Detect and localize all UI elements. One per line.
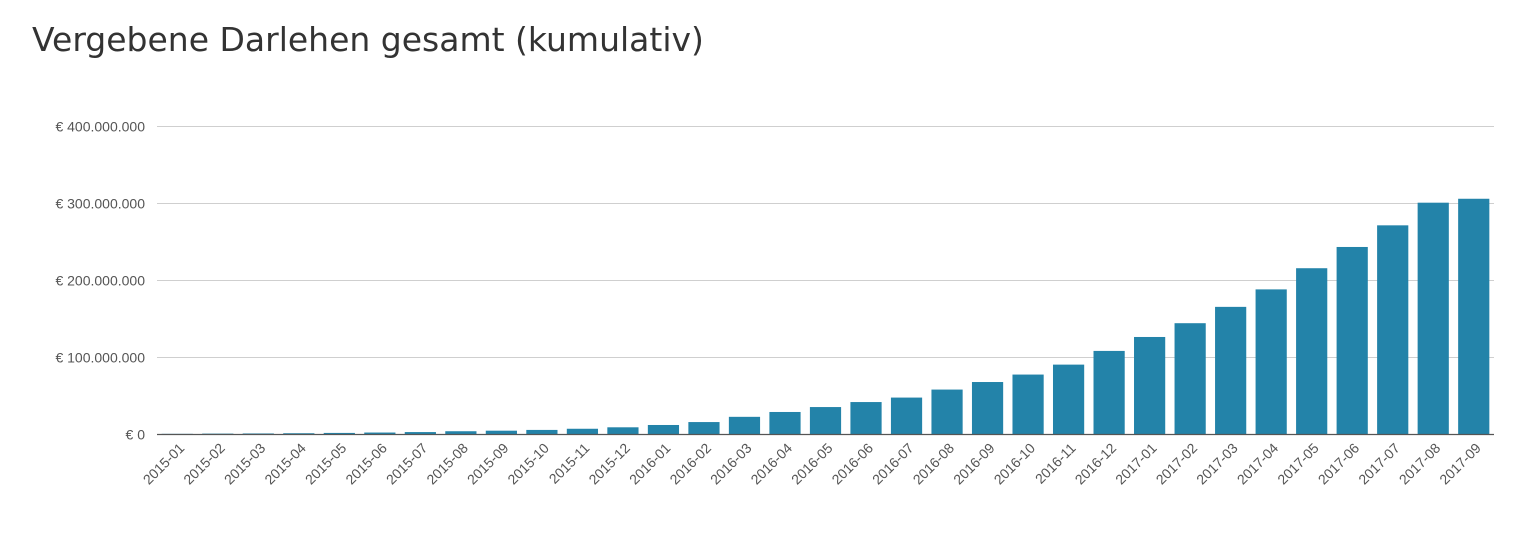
x-tick-label: 2017-03 <box>1193 440 1241 488</box>
x-tick-label: 2015-10 <box>504 440 552 488</box>
bar-2016-03[interactable] <box>728 416 761 434</box>
x-tick-label: 2015-04 <box>261 440 309 488</box>
bar-2017-08[interactable] <box>1417 202 1449 434</box>
x-tick-label: 2016-08 <box>910 440 958 488</box>
x-tick-label: 2016-01 <box>626 440 674 488</box>
x-tick-label: 2015-07 <box>383 440 431 488</box>
x-tick-label: 2017-05 <box>1274 440 1322 488</box>
x-tick-label: 2017-09 <box>1436 440 1484 488</box>
bar-2016-01[interactable] <box>647 424 680 434</box>
chart-title: Vergebene Darlehen gesamt (kumulativ) <box>32 20 704 59</box>
x-tick-label: 2017-08 <box>1396 440 1444 488</box>
bar-2016-06[interactable] <box>850 402 882 434</box>
x-tick-label: 2016-11 <box>1032 440 1079 487</box>
x-tick-label: 2016-07 <box>869 440 917 488</box>
bar-2015-10[interactable] <box>526 429 558 434</box>
x-tick-label: 2015-01 <box>140 440 188 488</box>
bar-2015-06[interactable] <box>364 432 396 434</box>
bar-2015-07[interactable] <box>404 432 436 434</box>
y-tick-label: € 400.000.000 <box>55 119 145 135</box>
bar-2015-12[interactable] <box>607 427 639 434</box>
y-tick-label: € 100.000.000 <box>55 350 145 366</box>
bar-2016-11[interactable] <box>1052 364 1085 434</box>
x-tick-label: 2016-12 <box>1072 440 1120 488</box>
x-tick-label: 2016-09 <box>950 440 998 488</box>
x-tick-label: 2016-02 <box>666 440 714 488</box>
x-tick-label: 2016-05 <box>788 440 836 488</box>
bar-2017-07[interactable] <box>1377 225 1409 434</box>
x-tick-label: 2017-02 <box>1153 440 1201 488</box>
x-tick-label: 2016-03 <box>707 440 755 488</box>
x-tick-label: 2017-04 <box>1234 440 1282 488</box>
bar-2016-12[interactable] <box>1093 350 1125 434</box>
bar-2015-11[interactable] <box>566 428 599 434</box>
x-tick-label: 2017-07 <box>1355 440 1403 488</box>
bar-2016-04[interactable] <box>769 411 801 434</box>
bar-2015-09[interactable] <box>485 430 517 434</box>
bar-2016-05[interactable] <box>809 407 842 434</box>
bar-2015-04[interactable] <box>283 433 315 434</box>
bar-2016-02[interactable] <box>688 422 720 434</box>
bar-2017-06[interactable] <box>1336 246 1368 434</box>
x-tick-label: 2017-01 <box>1112 440 1160 488</box>
bar-2017-09[interactable] <box>1458 198 1490 434</box>
bar-2017-03[interactable] <box>1215 306 1247 434</box>
x-tick-label: 2015-03 <box>221 440 269 488</box>
y-tick-label: € 200.000.000 <box>55 273 145 289</box>
bar-2015-08[interactable] <box>445 431 477 434</box>
bar-2017-02[interactable] <box>1174 323 1206 434</box>
x-tick-label: 2016-04 <box>747 440 795 488</box>
x-tick-label: 2015-12 <box>585 440 633 488</box>
bar-2016-07[interactable] <box>890 397 923 434</box>
x-tick-label: 2015-06 <box>342 440 390 488</box>
x-tick-label: 2015-11 <box>546 440 593 487</box>
x-tick-label: 2015-05 <box>302 440 350 488</box>
x-tick-label: 2016-10 <box>991 440 1039 488</box>
x-tick-label: 2015-09 <box>464 440 512 488</box>
bar-2017-05[interactable] <box>1296 268 1328 434</box>
bar-2016-10[interactable] <box>1012 374 1044 434</box>
bar-2016-09[interactable] <box>971 382 1004 434</box>
y-tick-label: € 0 <box>126 427 146 443</box>
bar-2017-04[interactable] <box>1255 289 1287 434</box>
x-tick-label: 2015-02 <box>180 440 228 488</box>
x-tick-label: 2015-08 <box>423 440 471 488</box>
bar-2015-03[interactable] <box>242 433 274 435</box>
y-tick-label: € 300.000.000 <box>55 196 145 212</box>
x-tick-label: 2016-06 <box>828 440 876 488</box>
x-tick-label: 2017-06 <box>1315 440 1363 488</box>
bar-2017-01[interactable] <box>1134 336 1166 434</box>
bar-2016-08[interactable] <box>931 389 963 434</box>
bar-2015-05[interactable] <box>323 432 355 434</box>
